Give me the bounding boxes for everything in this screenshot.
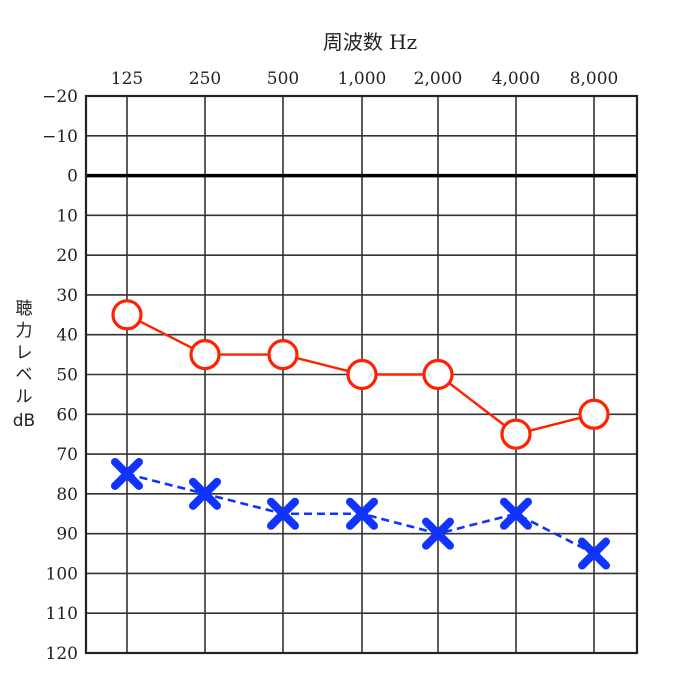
data-point-circle [346,358,378,391]
y-tick-label: 100 [46,564,78,584]
y-axis-label-char: ル [15,387,33,407]
y-axis-label-char: レ [15,343,33,363]
x-tick-label: 4,000 [492,69,541,89]
y-tick-label: 70 [56,445,78,465]
x-tick-label: 8,000 [570,69,619,89]
y-axis-label-char: 聴 [15,299,33,319]
y-tick-label: 10 [56,206,78,226]
data-point-cross [189,477,221,510]
series-cross [111,457,610,570]
data-point-cross [346,497,378,530]
y-tick-label: 40 [56,326,78,346]
cross-stroke [111,457,143,490]
y-tick-label: 120 [46,644,78,664]
cross-stroke [346,497,378,530]
cross-stroke [422,517,454,550]
series-circle [111,299,610,450]
cross-stroke [189,477,221,510]
data-point-cross [500,497,532,530]
y-tick-label: −20 [42,87,78,107]
grid [86,95,637,654]
y-tick-label: 60 [56,405,78,425]
y-axis-label-char: dB [12,411,36,431]
y-tick-label: 90 [56,525,78,545]
data-point-circle [422,358,454,391]
x-tick-label: 125 [111,69,143,89]
y-tick-label: 50 [56,366,78,386]
x-tick-label: 250 [189,69,221,89]
y-tick-label: −10 [42,127,78,147]
plot-frame [84,94,639,655]
data-point-cross [267,497,299,530]
cross-stroke [500,497,532,530]
y-tick-label: 110 [46,604,78,624]
cross-stroke [267,497,299,530]
y-axis-label-char: 力 [15,321,33,341]
y-tick-labels: −20 −10 0 10 20 30 40 50 60 70 80 90 100 110 120 [42,87,78,664]
data-point-cross [422,517,454,550]
data-point-cross [111,457,143,490]
y-axis-label: 聴 力 レ ベ ル dB [10,298,38,432]
plot-border [84,94,639,655]
y-tick-label: 0 [67,167,78,187]
data-point-circle [267,339,299,371]
x-tick-label: 500 [267,69,299,89]
y-tick-label: 30 [56,286,78,306]
y-axis-label-char: ベ [15,365,33,385]
cross-stroke [578,537,610,570]
x-axis-label: 周波数 Hz [323,30,417,54]
data-point-cross [578,537,610,570]
x-tick-label: 1,000 [338,69,387,89]
x-tick-label: 2,000 [414,69,463,89]
data-point-circle [578,398,610,430]
data-point-circle [111,299,143,331]
y-tick-label: 20 [56,246,78,266]
data-point-circle [500,418,532,450]
series-layer [111,299,610,570]
y-tick-label: 80 [56,485,78,505]
data-point-circle [189,339,221,371]
x-tick-labels: 125 250 500 1,000 2,000 4,000 8,000 [111,69,619,89]
